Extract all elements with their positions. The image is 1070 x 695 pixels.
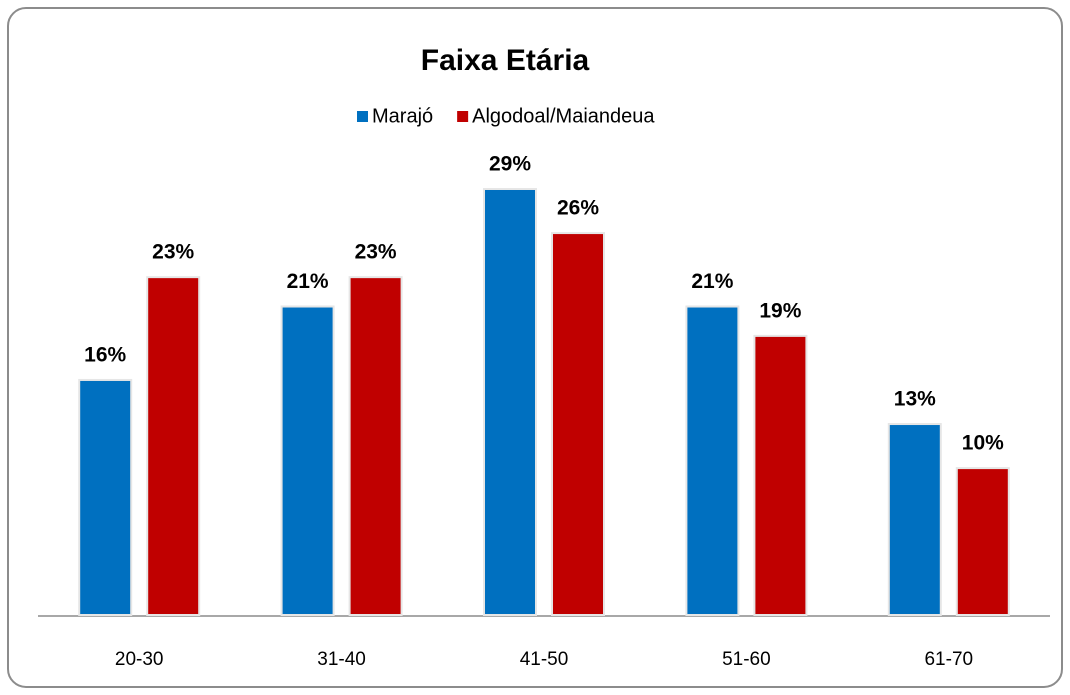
bar: [146, 276, 201, 616]
data-label: 23%: [152, 241, 194, 264]
bar: [78, 378, 133, 616]
data-label: 29%: [489, 153, 531, 176]
x-tick-label: 61-70: [924, 649, 973, 670]
data-label: 19%: [759, 299, 801, 322]
bar: [483, 188, 537, 616]
data-label: 26%: [557, 197, 599, 220]
x-tick-label: 41-50: [520, 649, 569, 670]
bar: [551, 232, 605, 616]
bar: [753, 334, 808, 616]
bar: [685, 305, 740, 616]
data-label: 10%: [962, 432, 1004, 455]
x-tick-label: 51-60: [722, 649, 771, 670]
bar: [955, 467, 1010, 616]
data-label: 21%: [691, 270, 733, 293]
legend-swatch: [457, 111, 469, 122]
legend-label: Algodoal/Maiandeua: [472, 105, 655, 127]
x-tick-label: 20-30: [115, 649, 164, 670]
legend-swatch: [357, 111, 368, 122]
data-label: 13%: [894, 388, 936, 411]
data-label: 16%: [84, 344, 126, 367]
x-tick-label: 31-40: [317, 649, 366, 670]
bar: [280, 305, 335, 616]
bar: [887, 423, 942, 616]
chart-title: Faixa Etária: [421, 44, 590, 77]
legend-label: Marajó: [372, 105, 433, 127]
data-label: 21%: [287, 270, 329, 293]
data-label: 23%: [355, 241, 397, 264]
bar: [348, 276, 403, 616]
